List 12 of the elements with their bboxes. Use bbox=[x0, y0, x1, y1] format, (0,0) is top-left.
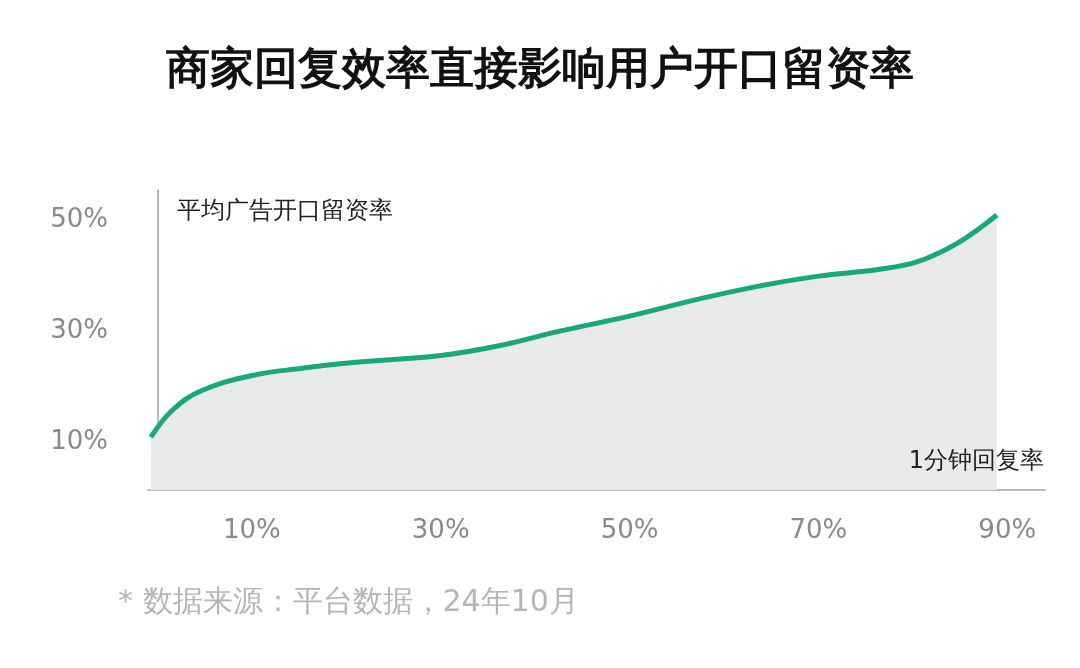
y-axis-title: 平均广告开口留资率 bbox=[177, 196, 394, 224]
text: * 数据来源：平台数据，24年10月 bbox=[118, 582, 579, 618]
y-tick-label: 50% bbox=[50, 202, 108, 233]
y-tick-label: 30% bbox=[50, 313, 108, 344]
x-axis-title: 1分钟回复率 bbox=[908, 446, 1045, 474]
chart-title: 商家回复效率直接影响用户开口留资率 bbox=[166, 41, 914, 93]
x-tick-label: 30% bbox=[411, 514, 470, 544]
x-tick-label: 70% bbox=[789, 514, 848, 544]
x-tick-label: 10% bbox=[222, 514, 281, 544]
x-tick-label: 50% bbox=[600, 514, 659, 544]
x-tick-label: 90% bbox=[978, 514, 1037, 544]
y-tick-label: 10% bbox=[50, 425, 108, 455]
